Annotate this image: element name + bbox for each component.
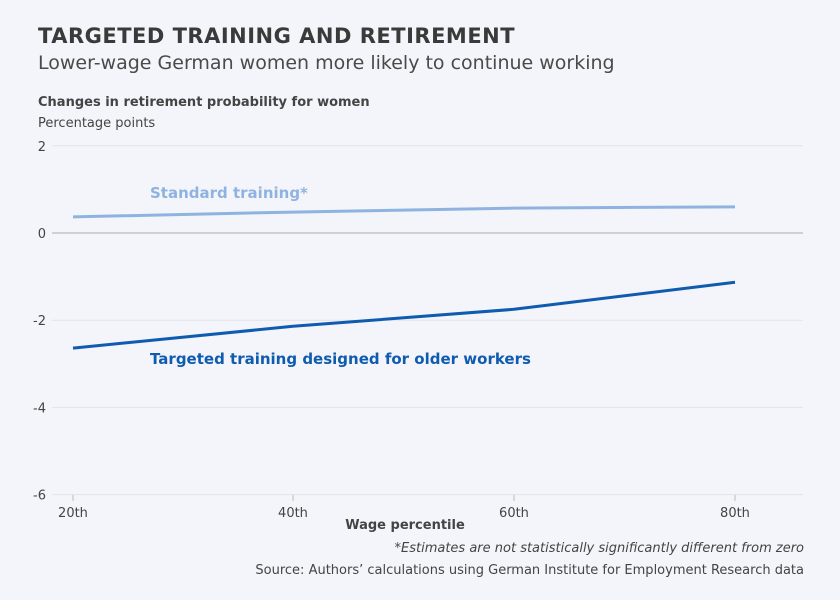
x-tick-label: 80th bbox=[720, 506, 750, 521]
y-axis-unit: Percentage points bbox=[38, 116, 156, 131]
footnote: *Estimates are not statistically signifi… bbox=[394, 541, 805, 556]
x-tick-label: 60th bbox=[499, 506, 529, 521]
series-line bbox=[72, 205, 736, 219]
y-tick-label: -6 bbox=[33, 489, 46, 504]
series-line bbox=[72, 280, 736, 350]
y-tick-label: 2 bbox=[38, 140, 46, 155]
chart-title: TARGETED TRAINING AND RETIREMENT bbox=[38, 24, 516, 48]
y-tick-label: -4 bbox=[33, 401, 46, 416]
source-note: Source: Authors’ calculations using Germ… bbox=[255, 563, 804, 578]
x-tick-label: 40th bbox=[278, 506, 308, 521]
chart-subtitle: Lower-wage German women more likely to c… bbox=[38, 52, 615, 74]
x-axis-label: Wage percentile bbox=[345, 518, 465, 533]
series-label: Standard training* bbox=[150, 184, 308, 202]
x-tick-label: 20th bbox=[58, 506, 88, 521]
y-tick-label: 0 bbox=[38, 227, 46, 242]
y-tick-label: -2 bbox=[33, 314, 46, 329]
y-axis-label: Changes in retirement probability for wo… bbox=[38, 95, 370, 110]
series-label: Targeted training designed for older wor… bbox=[150, 350, 531, 368]
